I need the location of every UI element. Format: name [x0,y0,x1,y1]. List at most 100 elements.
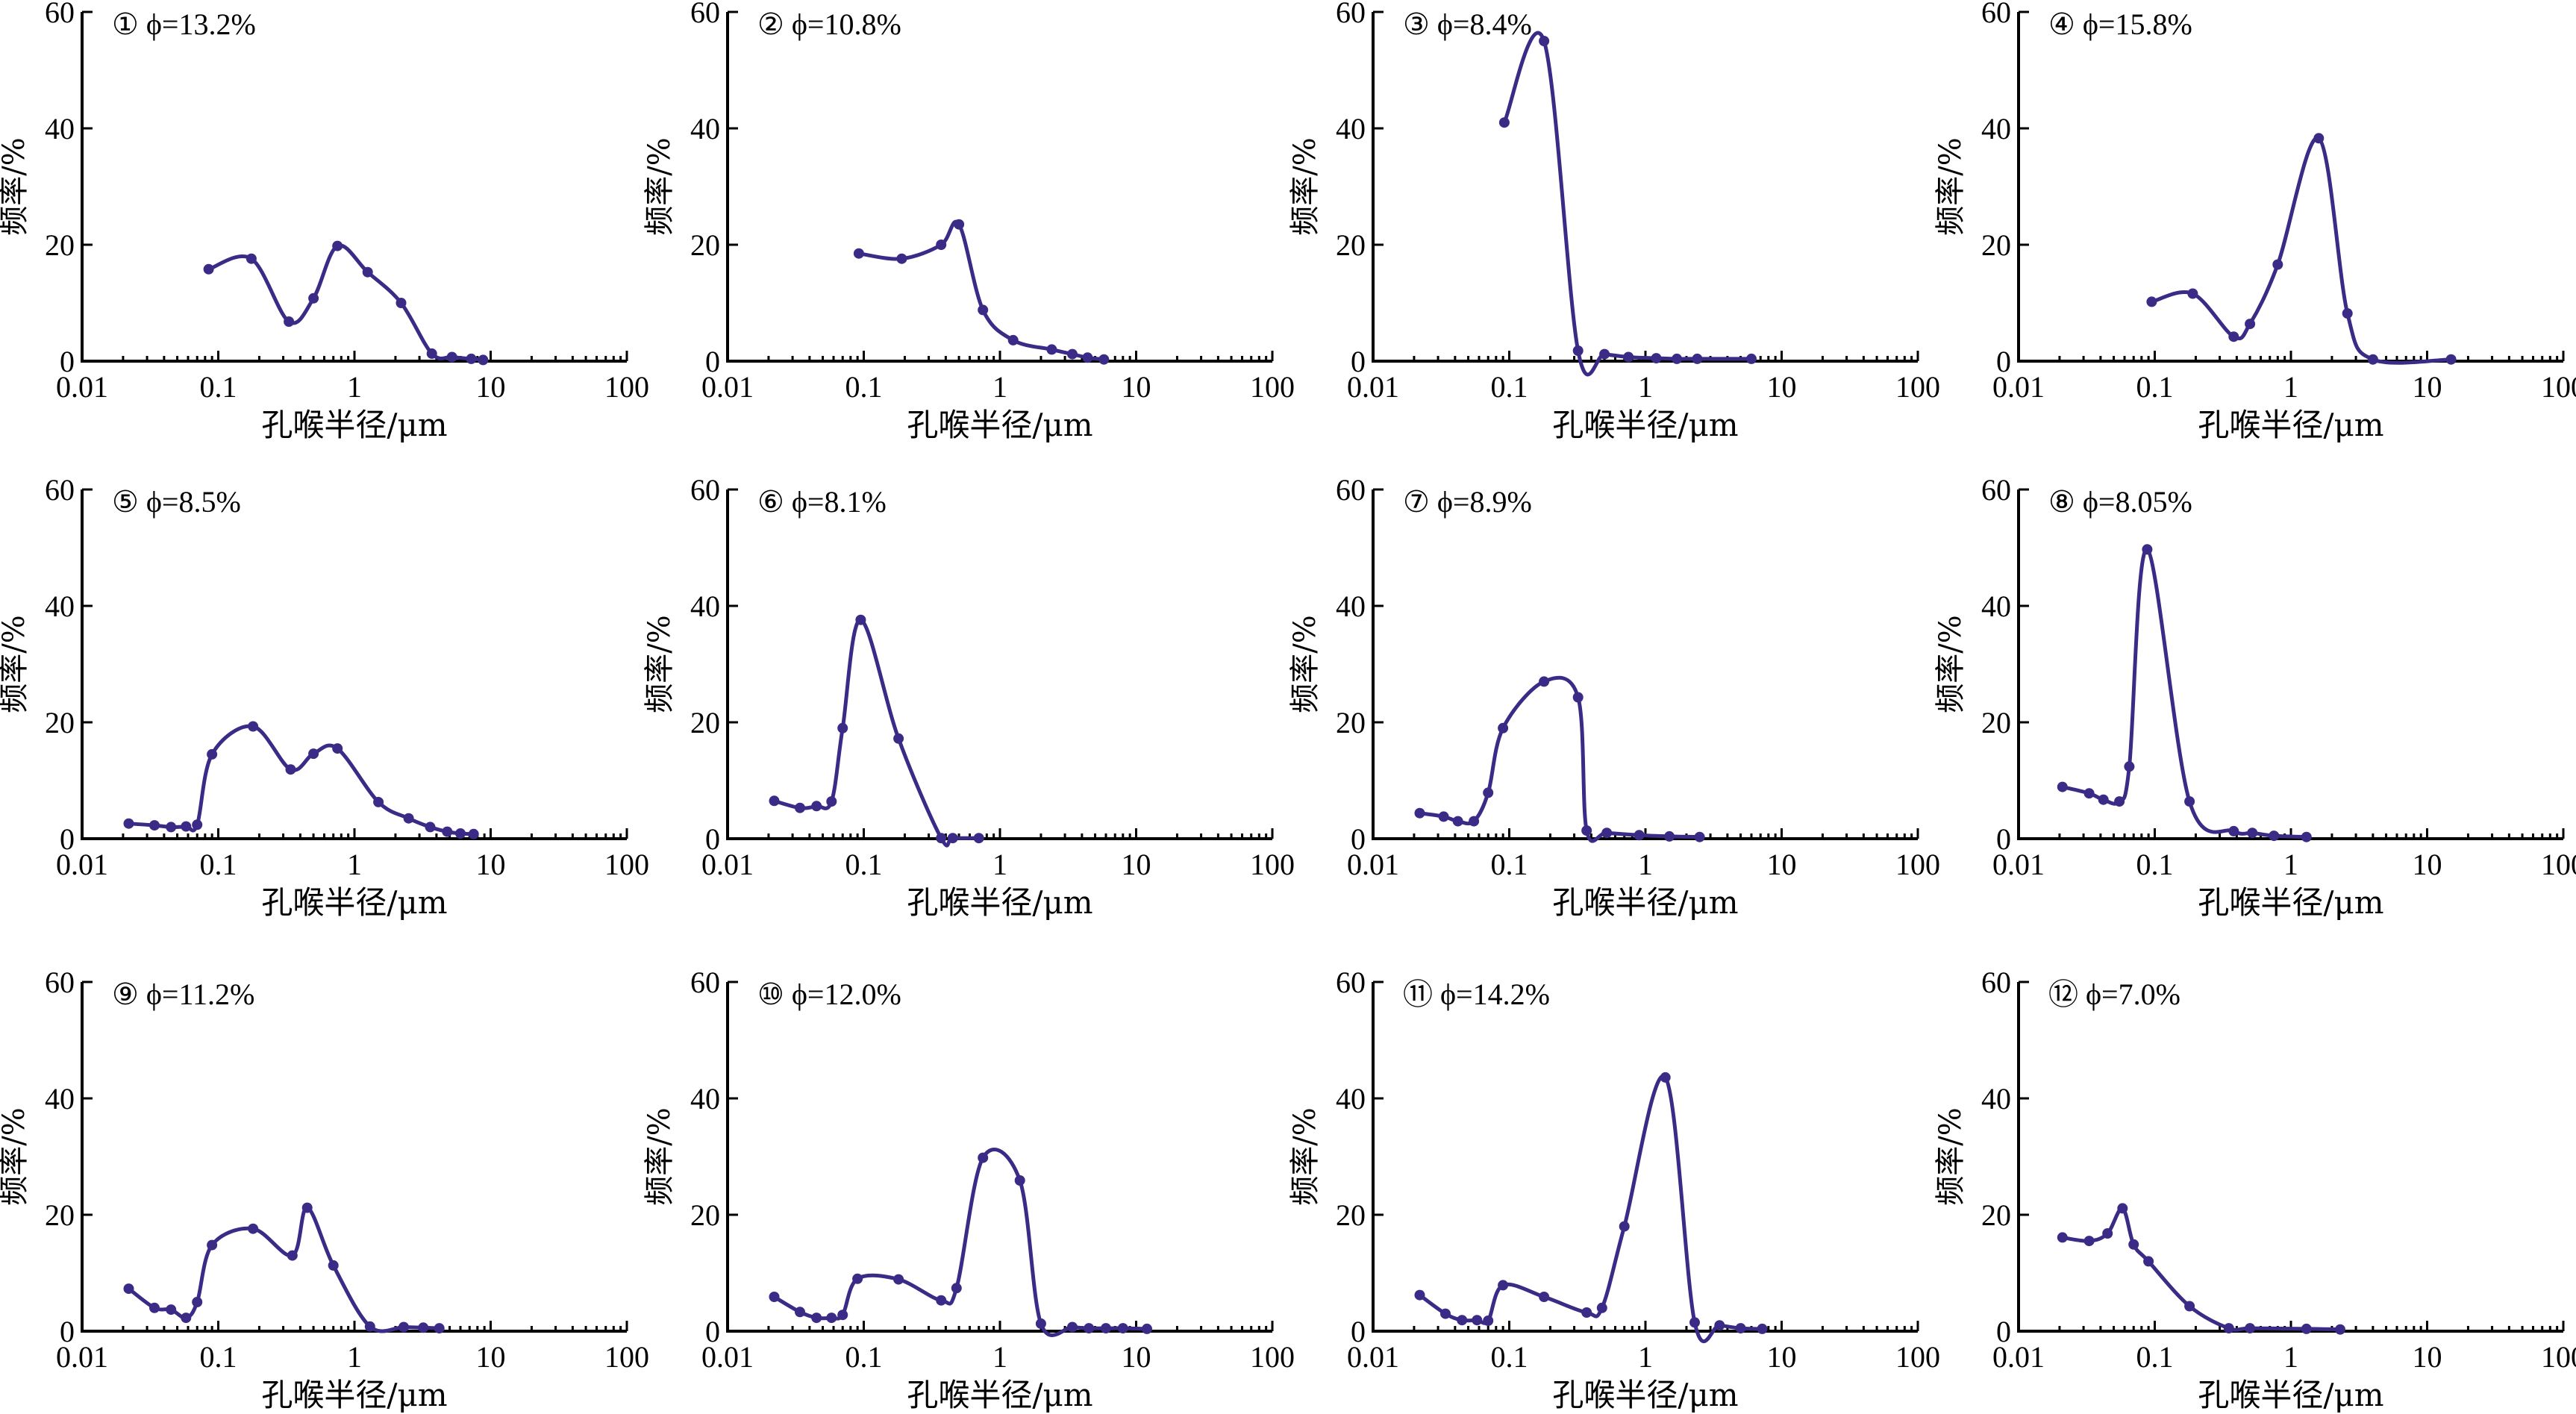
data-point [425,822,436,833]
data-point [1498,1280,1509,1291]
y-tick-label: 60 [45,966,75,999]
data-point [373,796,384,807]
axis-lines [1372,12,1918,363]
y-tick-label: 40 [690,589,720,623]
x-tick-label: 10 [1767,1340,1797,1374]
chart-panel-10: 0 20 40 60 0.01 0.1 1 10 100 频率/% 孔喉半径/μm ⑩ ϕ=12.0% [643,966,1295,1413]
data-point [2367,354,2378,365]
data-point [1714,1320,1725,1331]
series-line [772,618,981,848]
y-tick-label: 60 [1336,966,1366,999]
data-point [1581,1307,1592,1318]
y-tick-label: 0 [1996,345,2011,378]
panel-annotation: ① ϕ=13.2% [112,7,256,41]
axis-lines [81,982,627,1333]
x-axis-label: 孔喉半径/μm [261,884,447,921]
data-point [893,733,904,744]
data-point [811,1313,822,1324]
data-point [2117,1203,2128,1214]
data-point [811,801,822,812]
x-tick-label: 10 [2413,370,2442,404]
chart-panel-2: 0 20 40 60 0.01 0.1 1 10 100 频率/% 孔喉半径/μm ② ϕ=10.8% [643,0,1295,443]
data-point [2445,354,2457,365]
chart-panel-11: 0 20 40 60 0.01 0.1 1 10 100 频率/% 孔喉半径/μm ⑪ ϕ=14.2% [1288,966,1940,1413]
data-point [1539,36,1550,46]
y-tick-label: 40 [1336,589,1366,623]
data-point [951,1283,962,1294]
data-point [1452,816,1463,827]
y-axis-label: 频率/% [643,1107,677,1205]
x-tick-label: 1 [2283,848,2298,881]
data-point [1438,811,1449,822]
data-point [248,1223,259,1234]
x-tick-label: 0.1 [845,1340,883,1374]
data-point [1142,1323,1152,1334]
data-point [936,833,947,844]
data-point [192,1297,203,1307]
x-axis-label: 孔喉半径/μm [907,1377,1092,1413]
data-point [166,1304,177,1316]
x-tick-label: 0.01 [1347,848,1399,881]
x-tick-label: 1 [347,370,362,404]
y-tick-label: 20 [690,706,720,739]
series-line [127,724,476,836]
data-point [853,248,864,259]
data-point [896,253,907,264]
panel-annotation: ⑫ ϕ=7.0% [2048,977,2180,1011]
x-axis-label: 孔喉半径/μm [1552,1377,1738,1413]
x-tick-label: 0.1 [1491,848,1528,881]
data-point [795,802,805,813]
x-tick-label: 0.01 [701,370,754,404]
y-tick-label: 40 [1336,1082,1366,1116]
x-axis-label: 孔喉半径/μm [2198,1377,2383,1413]
data-point [2228,331,2239,342]
chart-panel-1: 0 20 40 60 0.01 0.1 1 10 100 频率/% 孔喉半径/μm ① ϕ=13.2% [0,0,649,443]
x-tick-label: 100 [2541,370,2576,404]
y-tick-label: 60 [1981,966,2011,999]
data-point [936,1295,947,1306]
data-point [203,263,214,275]
x-tick-label: 0.01 [1992,848,2045,881]
data-point [837,1310,848,1321]
x-axis-label: 孔喉半径/μm [1552,884,1738,921]
data-point [246,253,257,264]
data-point [1689,1317,1700,1328]
y-tick-label: 0 [60,1315,75,1348]
y-tick-label: 20 [1981,1198,2011,1232]
data-point [1035,1318,1046,1329]
x-tick-label: 10 [1122,848,1151,881]
x-tick-label: 1 [1638,370,1653,404]
x-tick-label: 0.1 [2136,370,2174,404]
data-point [2143,1256,2154,1267]
data-point [2301,1323,2312,1334]
axis-lines [2017,982,2563,1333]
series-line [1418,675,1702,843]
data-point [1098,354,1110,365]
data-point [1472,1315,1483,1326]
y-axis-label: 频率/% [643,615,677,713]
y-axis-label: 频率/% [1288,615,1322,713]
x-tick-label: 100 [604,1340,649,1374]
data-point [285,764,296,775]
x-tick-label: 1 [992,848,1007,881]
data-point [2228,825,2239,836]
data-point [123,1283,134,1295]
data-point [123,818,134,829]
x-tick-label: 0.01 [56,1340,108,1374]
x-axis-label: 孔喉半径/μm [907,884,1092,921]
x-tick-label: 0.01 [701,848,754,881]
data-point [455,828,466,839]
data-point [426,348,437,359]
panel-annotation: ⑧ ϕ=8.05% [2048,485,2192,519]
y-tick-label: 20 [1981,228,2011,262]
x-tick-label: 0.1 [845,370,883,404]
data-point [166,822,177,833]
y-tick-label: 0 [705,822,720,856]
data-point [446,351,457,363]
data-point [328,1260,339,1271]
chart-panel-7: 0 20 40 60 0.01 0.1 1 10 100 频率/% 孔喉半径/μm ⑦ ϕ=8.9% [1288,473,1940,921]
panel-annotation: ⑥ ϕ=8.1% [757,485,887,519]
x-tick-label: 1 [347,848,362,881]
data-point [1660,1072,1671,1083]
y-axis-label: 频率/% [1288,137,1322,235]
